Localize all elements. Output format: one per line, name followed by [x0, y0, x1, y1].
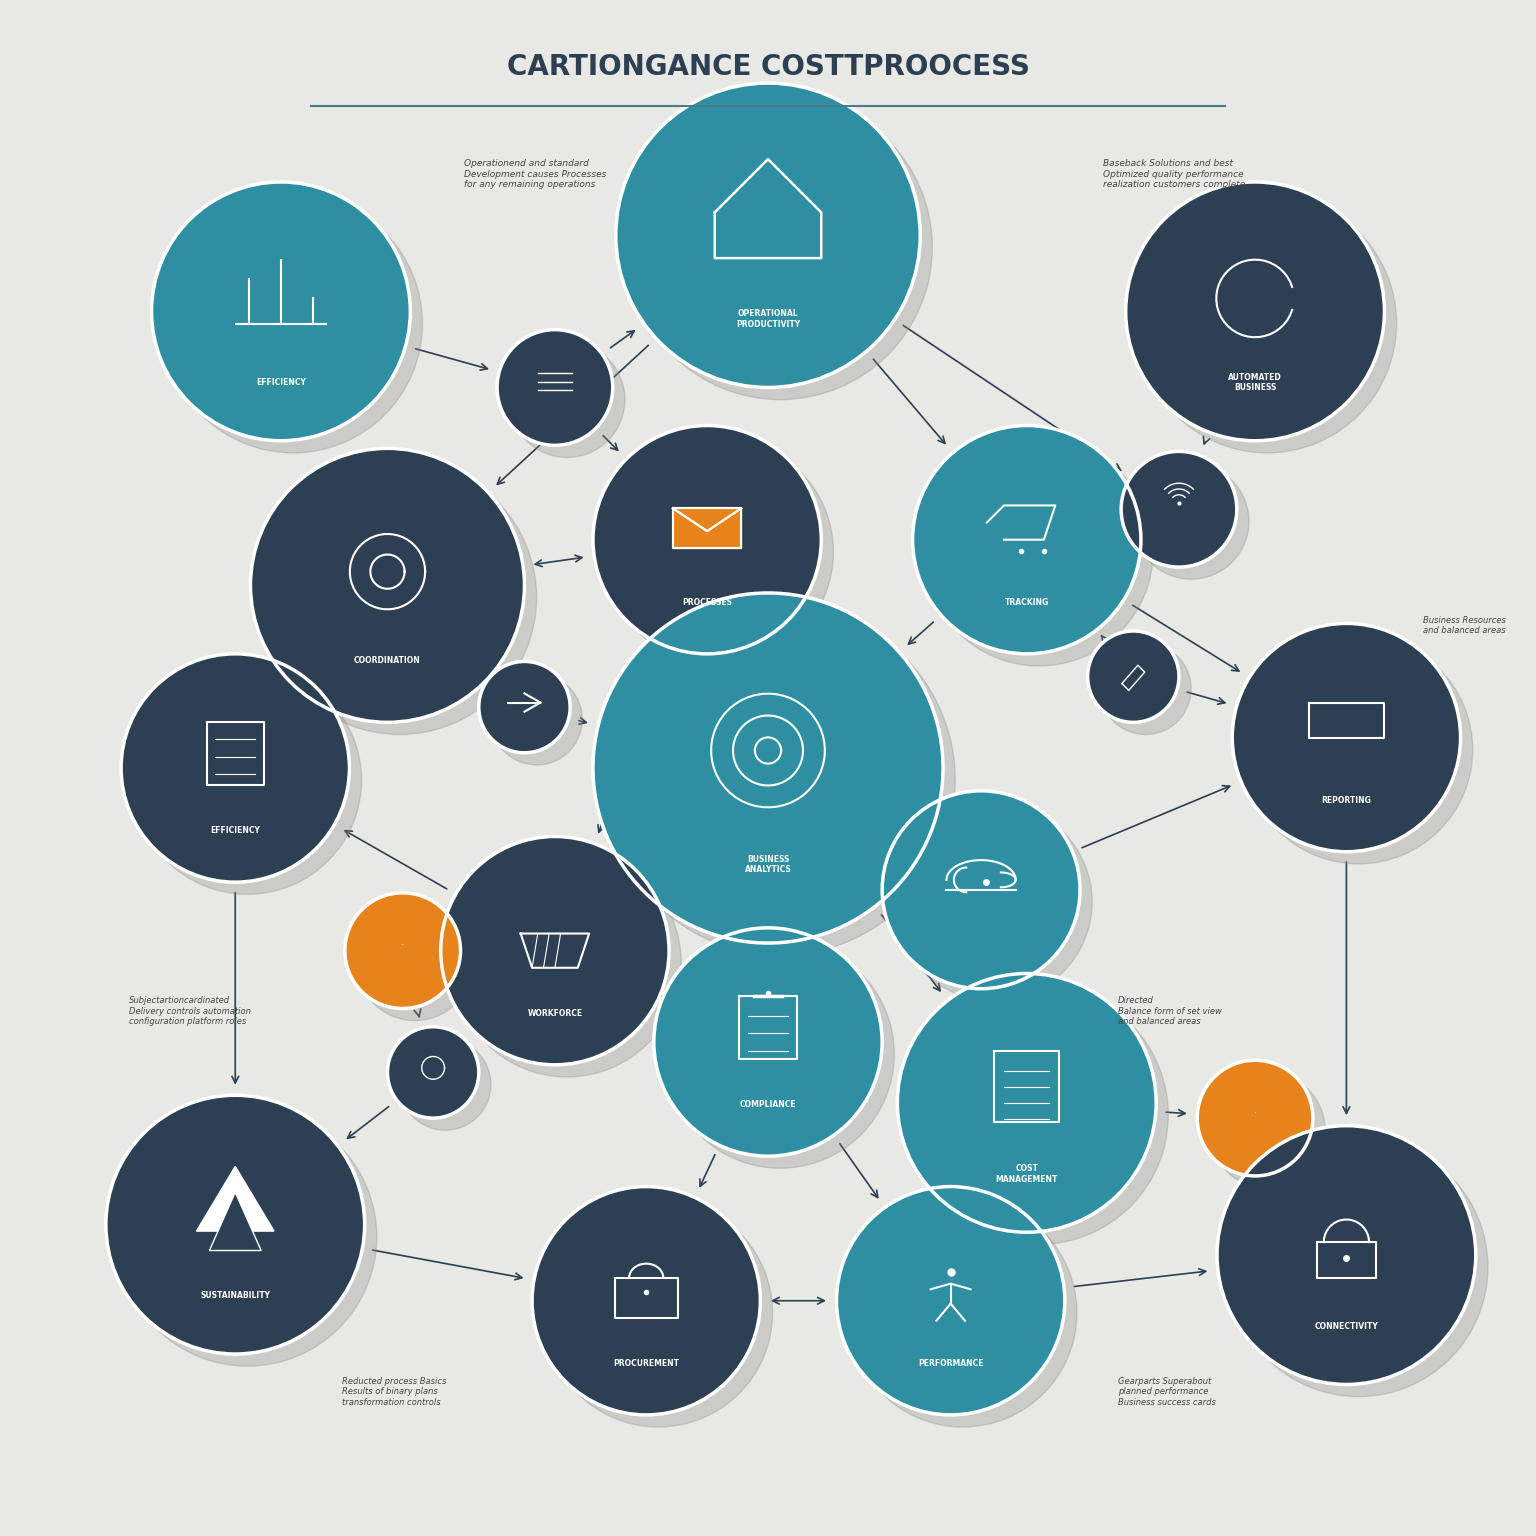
Text: COST
MANAGEMENT: COST MANAGEMENT — [995, 1164, 1058, 1184]
Circle shape — [837, 1187, 1064, 1415]
Circle shape — [909, 986, 1169, 1244]
Text: EFFICIENCY: EFFICIENCY — [257, 378, 306, 387]
Circle shape — [492, 674, 582, 765]
Circle shape — [544, 1198, 773, 1427]
Circle shape — [1209, 1072, 1326, 1189]
Circle shape — [498, 330, 613, 445]
Circle shape — [118, 1107, 376, 1366]
Circle shape — [1138, 194, 1396, 453]
Circle shape — [1217, 1126, 1476, 1384]
Circle shape — [897, 974, 1157, 1232]
Circle shape — [121, 654, 349, 882]
Circle shape — [605, 605, 955, 955]
Text: REPORTING: REPORTING — [1321, 796, 1372, 805]
Circle shape — [925, 438, 1154, 667]
Polygon shape — [209, 1192, 261, 1250]
Text: PERFORMANCE: PERFORMANCE — [919, 1359, 983, 1369]
Text: WORKFORCE: WORKFORCE — [527, 1009, 582, 1018]
Circle shape — [1229, 1138, 1488, 1396]
Text: CONNECTIVITY: CONNECTIVITY — [1315, 1322, 1378, 1330]
Circle shape — [1244, 636, 1473, 863]
Circle shape — [356, 905, 473, 1020]
Text: BUSINESS
ANALYTICS: BUSINESS ANALYTICS — [745, 854, 791, 874]
Circle shape — [894, 803, 1092, 1001]
Circle shape — [1134, 464, 1249, 579]
Text: COMPLIANCE: COMPLIANCE — [740, 1100, 796, 1109]
Polygon shape — [673, 508, 742, 548]
Circle shape — [1100, 644, 1190, 734]
Circle shape — [1087, 631, 1180, 722]
Circle shape — [1121, 452, 1236, 567]
Circle shape — [399, 1038, 492, 1130]
Text: Directed
Balance form of set view
and balanced areas: Directed Balance form of set view and ba… — [1118, 997, 1223, 1026]
Text: PROCESSES: PROCESSES — [682, 598, 733, 607]
Circle shape — [628, 95, 932, 399]
Circle shape — [441, 837, 670, 1064]
Circle shape — [479, 662, 570, 753]
Text: Reducted process Basics
Results of binary plans
transformation controls: Reducted process Basics Results of binar… — [343, 1376, 445, 1407]
Circle shape — [510, 343, 625, 458]
Circle shape — [1197, 1060, 1313, 1177]
Text: TRACKING: TRACKING — [1005, 598, 1049, 607]
Circle shape — [616, 83, 920, 387]
Circle shape — [667, 940, 894, 1169]
Text: Business Resources
and balanced areas: Business Resources and balanced areas — [1422, 616, 1505, 636]
Circle shape — [134, 667, 361, 894]
Circle shape — [106, 1095, 364, 1355]
Circle shape — [531, 1187, 760, 1415]
Text: PROCUREMENT: PROCUREMENT — [613, 1359, 679, 1369]
Circle shape — [1232, 624, 1461, 852]
Circle shape — [263, 461, 536, 734]
Circle shape — [250, 449, 524, 722]
Circle shape — [453, 849, 682, 1077]
Circle shape — [593, 593, 943, 943]
Circle shape — [912, 425, 1141, 654]
Circle shape — [1126, 181, 1384, 441]
Circle shape — [605, 438, 834, 667]
Circle shape — [593, 425, 822, 654]
Text: Subjectartioncardinated
Delivery controls automation
configuration platform role: Subjectartioncardinated Delivery control… — [129, 997, 250, 1026]
Text: COORDINATION: COORDINATION — [355, 656, 421, 665]
Text: Baseback Solutions and best
Optimized quality performance
realization customers : Baseback Solutions and best Optimized qu… — [1103, 160, 1246, 189]
Text: EFFICIENCY: EFFICIENCY — [210, 826, 260, 836]
Circle shape — [387, 1026, 479, 1118]
Circle shape — [654, 928, 882, 1157]
Circle shape — [164, 194, 422, 453]
Text: SUSTAINABILITY: SUSTAINABILITY — [200, 1292, 270, 1301]
Circle shape — [882, 791, 1080, 989]
Text: Operationend and standard
Development causes Processes
for any remaining operati: Operationend and standard Development ca… — [464, 160, 607, 189]
Text: Gearparts Superabout
planned performance
Business success cards: Gearparts Superabout planned performance… — [1118, 1376, 1217, 1407]
Text: CARTIONGANCE COSTTPROOCESS: CARTIONGANCE COSTTPROOCESS — [507, 52, 1029, 80]
Text: OPERATIONAL
PRODUCTIVITY: OPERATIONAL PRODUCTIVITY — [736, 309, 800, 329]
Circle shape — [346, 892, 461, 1009]
Circle shape — [849, 1198, 1077, 1427]
Circle shape — [152, 181, 410, 441]
Polygon shape — [197, 1166, 273, 1230]
Text: AUTOMATED
BUSINESS: AUTOMATED BUSINESS — [1229, 373, 1283, 392]
